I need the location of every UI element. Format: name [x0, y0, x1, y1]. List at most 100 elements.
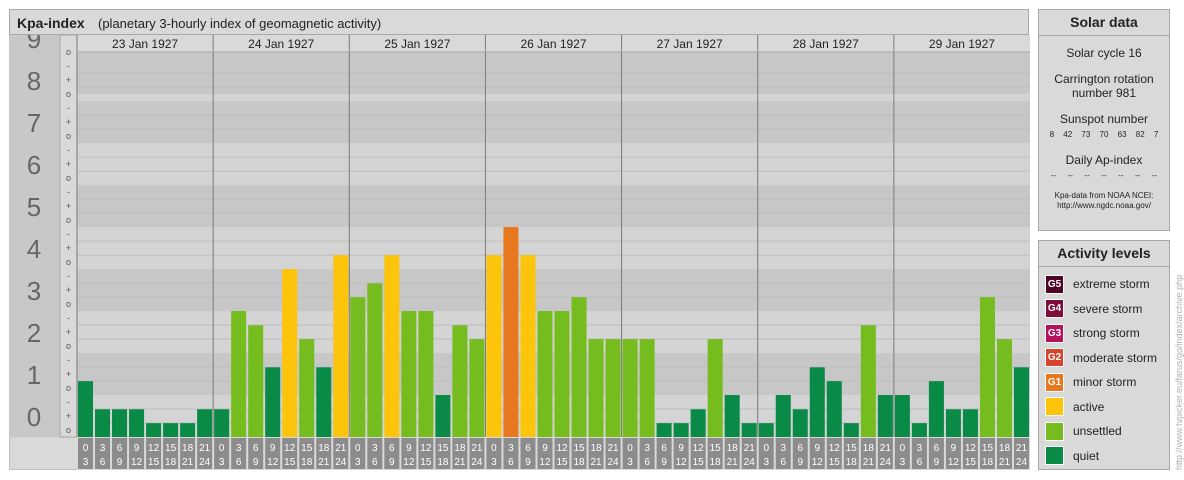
y-sublabel: - — [67, 187, 70, 197]
interval-start-label: 3 — [644, 443, 650, 454]
kpa-chart: 0123456789o+-o+-o+-o+-o+-o+-o+-o+-o+-o23… — [9, 35, 1030, 470]
kp-bar — [877, 395, 893, 437]
kp-bar — [469, 339, 485, 437]
y-label-8: 8 — [27, 66, 41, 96]
kp-bar — [945, 409, 961, 437]
interval-end-label: 12 — [676, 457, 688, 468]
interval-start-label: 21 — [471, 443, 483, 454]
interval-end-label: 3 — [900, 457, 906, 468]
interval-end-label: 12 — [403, 457, 415, 468]
interval-end-label: 24 — [744, 457, 756, 468]
sunspot-heading: Sunspot number — [1059, 112, 1149, 126]
interval-start-label: 15 — [710, 443, 722, 454]
y-sublabel: - — [67, 271, 70, 281]
kp-bar — [248, 325, 264, 437]
y-label-9: 9 — [27, 35, 41, 54]
interval-end-label: 3 — [219, 457, 225, 468]
y-sublabel: + — [66, 117, 71, 127]
interval-end-label: 21 — [863, 457, 875, 468]
interval-cell — [248, 438, 264, 469]
interval-cell — [401, 438, 417, 469]
interval-end-label: 18 — [165, 457, 177, 468]
interval-cell — [163, 438, 179, 469]
interval-start-label: 3 — [236, 443, 242, 454]
interval-start-label: 15 — [982, 443, 994, 454]
level-unsettled: unsettled — [1045, 421, 1122, 441]
sunspot-value-1: 8 — [1049, 130, 1055, 139]
kp-band — [77, 143, 1030, 186]
level-label: active — [1073, 399, 1105, 414]
y-axis-band — [9, 35, 60, 437]
day-label: 25 Jan 1927 — [384, 37, 450, 51]
kp-bar — [78, 381, 94, 437]
chart-subtitle: (planetary 3-hourly index of geomagnetic… — [98, 16, 382, 31]
interval-end-label: 12 — [812, 457, 824, 468]
kp-bar — [435, 395, 451, 437]
kp-band — [77, 227, 1030, 270]
interval-end-label: 9 — [389, 457, 395, 468]
level-swatch — [1045, 421, 1064, 441]
interval-end-label: 18 — [710, 457, 722, 468]
interval-end-label: 15 — [829, 457, 841, 468]
kp-band — [77, 101, 1030, 144]
interval-cell — [588, 438, 604, 469]
interval-cell — [78, 438, 94, 469]
interval-start-label: 9 — [951, 443, 957, 454]
kp-bar — [231, 311, 247, 437]
interval-start-label: 18 — [863, 443, 875, 454]
kp-bar — [690, 409, 706, 437]
interval-start-label: 0 — [763, 443, 769, 454]
y-sublabel: o — [66, 173, 71, 183]
y-sublabel: o — [66, 215, 71, 225]
y-sublabel: - — [67, 355, 70, 365]
interval-end-label: 3 — [83, 457, 89, 468]
credit-text: http://www.tvpicker.eu/farus/go/index/ar… — [1174, 274, 1184, 470]
kp-bar — [129, 409, 145, 437]
interval-end-label: 3 — [627, 457, 633, 468]
level-active: active — [1045, 397, 1104, 417]
interval-cell — [180, 438, 196, 469]
y-sublabel: - — [67, 103, 70, 113]
y-sublabel: o — [66, 425, 71, 435]
interval-start-label: 9 — [814, 443, 820, 454]
interval-end-label: 24 — [880, 457, 892, 468]
sunspot-value-4: 70 — [1099, 130, 1109, 139]
interval-cell — [843, 438, 859, 469]
y-sublabel: o — [66, 89, 71, 99]
interval-start-label: 15 — [301, 443, 313, 454]
interval-cell — [452, 438, 468, 469]
y-sublabel: + — [66, 285, 71, 295]
interval-end-label: 12 — [267, 457, 279, 468]
interval-start-label: 6 — [389, 443, 395, 454]
ap-value-6: -- — [1134, 171, 1141, 180]
kp-bar — [537, 311, 553, 437]
kp-bar — [163, 423, 179, 437]
y-sublabel: o — [66, 257, 71, 267]
interval-cell — [809, 438, 825, 469]
interval-cell — [979, 438, 995, 469]
interval-start-label: 12 — [556, 443, 568, 454]
y-label-6: 6 — [27, 150, 41, 180]
interval-cell — [996, 438, 1012, 469]
kp-bar — [265, 367, 281, 437]
sunspot-value-6: 82 — [1135, 130, 1145, 139]
kp-bar — [928, 381, 944, 437]
interval-end-label: 18 — [846, 457, 858, 468]
interval-end-label: 3 — [355, 457, 361, 468]
interval-end-label: 21 — [590, 457, 602, 468]
interval-start-label: 6 — [117, 443, 123, 454]
source-link[interactable]: http://www.ngdc.noaa.gov/ — [1057, 201, 1151, 210]
kp-bar — [622, 339, 638, 437]
kp-bar — [452, 325, 468, 437]
kp-bar — [639, 339, 655, 437]
interval-cell — [197, 438, 213, 469]
kp-bar — [214, 409, 230, 437]
level-swatch — [1045, 446, 1064, 465]
carrington-line-1: Carrington rotation — [1054, 72, 1154, 86]
interval-start-label: 15 — [165, 443, 177, 454]
y-sublabel: - — [67, 145, 70, 155]
interval-end-label: 12 — [948, 457, 960, 468]
y-label-3: 3 — [27, 276, 41, 306]
solar-cycle: Solar cycle 16 — [1066, 46, 1142, 60]
interval-cell — [792, 438, 808, 469]
